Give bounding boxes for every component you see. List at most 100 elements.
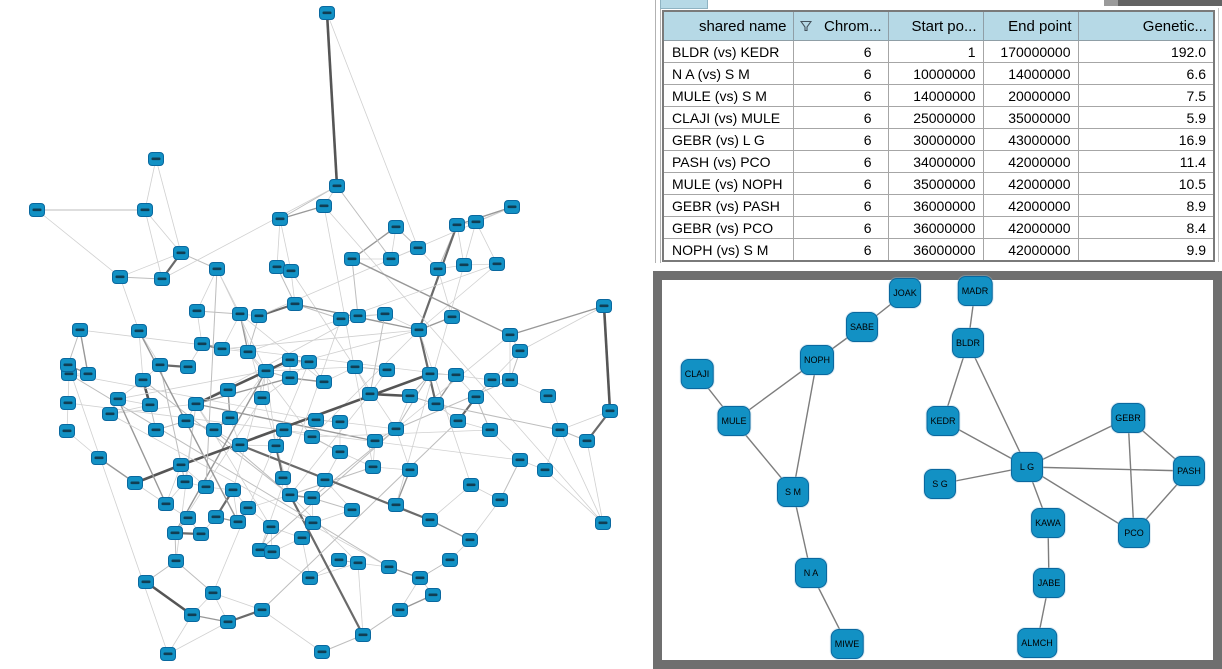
- overview-network-node[interactable]: [450, 414, 466, 428]
- overview-network-node[interactable]: [142, 398, 158, 412]
- overview-network-node[interactable]: [59, 424, 75, 438]
- overview-edge[interactable]: [326, 12, 419, 249]
- network-node-pash[interactable]: PASH: [1173, 456, 1205, 486]
- overview-network-node[interactable]: [332, 415, 348, 429]
- overview-network-node[interactable]: [462, 533, 478, 547]
- overview-network-node[interactable]: [220, 615, 236, 629]
- overview-network-node[interactable]: [350, 309, 366, 323]
- overview-network-node[interactable]: [220, 383, 236, 397]
- overview-edge[interactable]: [117, 398, 167, 505]
- overview-network-node[interactable]: [329, 179, 345, 193]
- overview-network-node[interactable]: [410, 241, 426, 255]
- overview-network-node[interactable]: [268, 439, 284, 453]
- overview-network-node[interactable]: [112, 270, 128, 284]
- overview-network-node[interactable]: [193, 527, 209, 541]
- network-node-kawa[interactable]: KAWA: [1031, 508, 1065, 538]
- table-row[interactable]: BLDR (vs) KEDR 6 1 170000000 192.0: [662, 40, 1215, 63]
- overview-network-node[interactable]: [489, 257, 505, 271]
- overview-edge[interactable]: [289, 494, 364, 636]
- table-row[interactable]: CLAJI (vs) MULE 6 25000000 35000000 5.9: [662, 106, 1215, 129]
- network-node-s-m[interactable]: S M: [777, 477, 809, 507]
- overview-network-node[interactable]: [188, 397, 204, 411]
- overview-network-node[interactable]: [377, 307, 393, 321]
- network-node-s-g[interactable]: S G: [924, 469, 956, 499]
- overview-network-node[interactable]: [442, 553, 458, 567]
- overview-network-node[interactable]: [263, 520, 279, 534]
- overview-network-node[interactable]: [138, 575, 154, 589]
- overview-edge[interactable]: [519, 305, 605, 352]
- overview-network-node[interactable]: [272, 212, 288, 226]
- network-node-n-a[interactable]: N A: [795, 558, 827, 588]
- filter-funnel-icon[interactable]: [799, 20, 812, 32]
- overview-network-node[interactable]: [412, 571, 428, 585]
- overview-network-node[interactable]: [504, 200, 520, 214]
- overview-network-node[interactable]: [350, 556, 366, 570]
- column-header-end-point[interactable]: End point: [982, 10, 1079, 41]
- overview-edge[interactable]: [232, 370, 267, 491]
- scrollbar-thumb-fragment[interactable]: [1104, 0, 1118, 6]
- overview-network-node[interactable]: [502, 373, 518, 387]
- overview-edge[interactable]: [437, 268, 453, 318]
- overview-edge[interactable]: [195, 377, 291, 405]
- overview-network-node[interactable]: [468, 390, 484, 404]
- overview-edge[interactable]: [212, 592, 263, 611]
- overview-edge[interactable]: [261, 420, 459, 611]
- overview-network-node[interactable]: [388, 498, 404, 512]
- overview-edge[interactable]: [161, 185, 338, 280]
- overview-network-node[interactable]: [502, 328, 518, 342]
- column-header-genetic[interactable]: Genetic...: [1077, 10, 1215, 41]
- table-tab-fragment[interactable]: [660, 0, 708, 9]
- table-row[interactable]: GEBR (vs) PCO 6 36000000 42000000 8.4: [662, 216, 1215, 239]
- overview-network-node[interactable]: [29, 203, 45, 217]
- overview-network-node[interactable]: [60, 396, 76, 410]
- overview-edge[interactable]: [239, 313, 325, 383]
- overview-network-node[interactable]: [512, 453, 528, 467]
- overview-edge[interactable]: [559, 410, 611, 431]
- overview-network-node[interactable]: [304, 430, 320, 444]
- overview-network-node[interactable]: [316, 199, 332, 213]
- overview-network-node[interactable]: [110, 392, 126, 406]
- overview-network-node[interactable]: [173, 458, 189, 472]
- overview-edge[interactable]: [357, 562, 364, 636]
- overview-edge[interactable]: [259, 318, 342, 551]
- overview-network-node[interactable]: [80, 367, 96, 381]
- overview-network-node[interactable]: [254, 391, 270, 405]
- overview-network-node[interactable]: [392, 603, 408, 617]
- overview-network-node[interactable]: [332, 445, 348, 459]
- overview-network-node[interactable]: [167, 526, 183, 540]
- overview-network-node[interactable]: [206, 423, 222, 437]
- overview-network-node[interactable]: [388, 220, 404, 234]
- overview-network-node[interactable]: [347, 360, 363, 374]
- overview-edge[interactable]: [229, 370, 267, 419]
- overview-network-node[interactable]: [180, 511, 196, 525]
- overview-network-node[interactable]: [308, 413, 324, 427]
- overview-edge[interactable]: [339, 421, 397, 430]
- overview-edge[interactable]: [195, 358, 291, 406]
- overview-edge[interactable]: [311, 329, 420, 438]
- overview-network-node[interactable]: [314, 645, 330, 659]
- overview-edge[interactable]: [247, 263, 498, 353]
- overview-network-node[interactable]: [194, 337, 210, 351]
- overview-network-node[interactable]: [264, 545, 280, 559]
- overview-network-node[interactable]: [379, 363, 395, 377]
- overview-network-node[interactable]: [463, 478, 479, 492]
- overview-network-node[interactable]: [388, 422, 404, 436]
- overview-network-node[interactable]: [269, 260, 285, 274]
- overview-edge[interactable]: [68, 373, 390, 568]
- overview-edge[interactable]: [36, 209, 121, 278]
- network-node-claji[interactable]: CLAJI: [680, 359, 714, 389]
- overview-network-node[interactable]: [152, 358, 168, 372]
- overview-edge[interactable]: [279, 218, 292, 272]
- overview-network-node[interactable]: [158, 497, 174, 511]
- network-node-noph[interactable]: NOPH: [799, 345, 835, 375]
- overview-edge[interactable]: [167, 621, 229, 655]
- overview-network-node[interactable]: [430, 262, 446, 276]
- overview-network-node[interactable]: [209, 262, 225, 276]
- overview-network-node[interactable]: [579, 434, 595, 448]
- overview-network-node[interactable]: [208, 510, 224, 524]
- overview-network-node[interactable]: [205, 586, 221, 600]
- overview-network-node[interactable]: [355, 628, 371, 642]
- overview-network-node[interactable]: [540, 389, 556, 403]
- overview-network-node[interactable]: [482, 423, 498, 437]
- overview-network-node[interactable]: [137, 203, 153, 217]
